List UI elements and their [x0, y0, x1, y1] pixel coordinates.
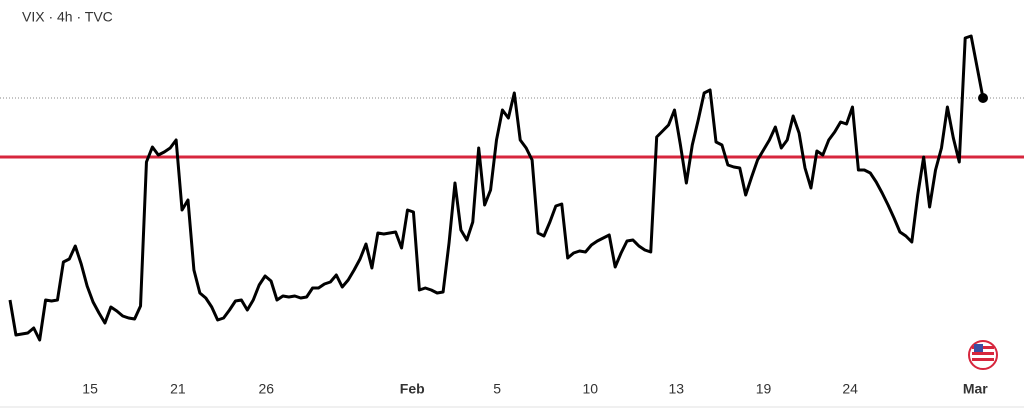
x-tick-label: 10 [582, 381, 598, 397]
x-tick-label: 24 [842, 381, 858, 397]
x-tick-label: 26 [259, 381, 275, 397]
flag-icon [968, 340, 998, 370]
x-tick-label: 13 [668, 381, 684, 397]
x-tick-label: Feb [400, 381, 425, 397]
x-tick-label: Mar [963, 381, 988, 397]
x-tick-label: 5 [493, 381, 501, 397]
x-tick-label: 15 [82, 381, 98, 397]
last-point [978, 93, 988, 103]
chart-title: VIX · 4h · TVC [22, 9, 113, 25]
price-line [8, 34, 985, 342]
x-tick-label: 19 [756, 381, 772, 397]
x-tick-label: 21 [170, 381, 186, 397]
